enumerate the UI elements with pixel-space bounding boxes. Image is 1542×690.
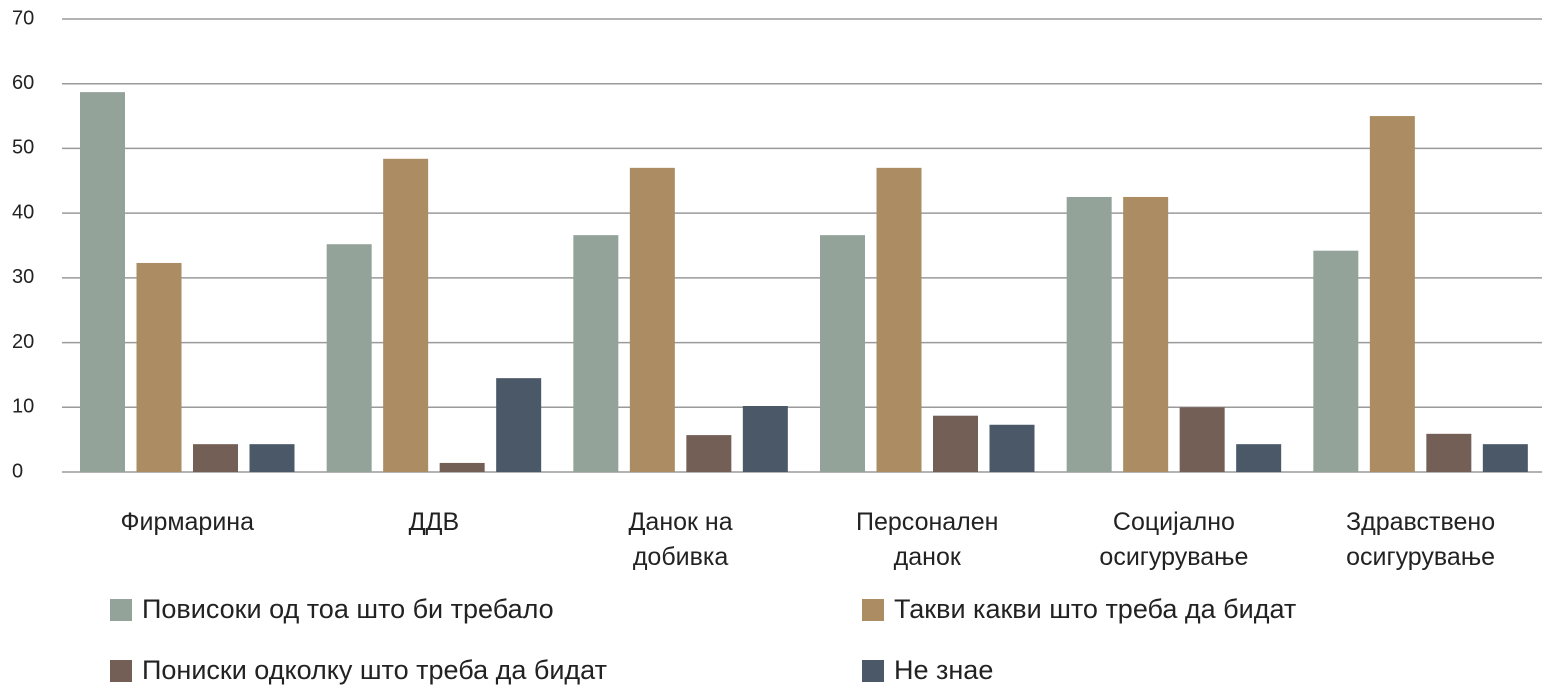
y-tick-label: 20 bbox=[12, 331, 34, 353]
x-tick-label: Фирмарина bbox=[120, 508, 255, 536]
legend-swatch bbox=[862, 598, 884, 621]
legend-label: Пониски одколку што треба да бидат bbox=[142, 655, 607, 685]
bar bbox=[686, 435, 732, 472]
bar bbox=[1369, 116, 1415, 473]
legend-item: Пониски одколку што треба да бидат bbox=[110, 655, 607, 686]
bar bbox=[326, 244, 372, 472]
bar bbox=[1123, 196, 1169, 472]
y-tick-label: 30 bbox=[12, 266, 34, 288]
legend-label: Не знае bbox=[894, 655, 994, 685]
bar bbox=[383, 158, 429, 473]
bar bbox=[496, 378, 542, 472]
bar bbox=[1179, 407, 1225, 472]
bar bbox=[933, 415, 978, 472]
y-tick-label: 70 bbox=[12, 7, 34, 29]
bar bbox=[989, 424, 1035, 472]
y-tick-label: 0 bbox=[12, 460, 23, 482]
bar bbox=[573, 235, 619, 472]
bar bbox=[1426, 433, 1472, 472]
bar bbox=[1482, 444, 1528, 472]
legend-item: Повисоки од тоа што би требало bbox=[110, 594, 554, 625]
bar bbox=[193, 444, 238, 472]
x-tick-label: Данок на добивка bbox=[628, 508, 733, 571]
bar bbox=[1313, 250, 1359, 472]
bar bbox=[820, 235, 865, 472]
y-tick-label: 60 bbox=[12, 72, 34, 94]
bar bbox=[249, 444, 295, 472]
bar bbox=[1236, 444, 1282, 472]
y-tick-label: 50 bbox=[12, 137, 34, 159]
bar bbox=[439, 462, 485, 472]
y-tick-label: 10 bbox=[12, 396, 34, 418]
legend-label: Такви какви што треба да бидат bbox=[894, 594, 1297, 624]
bar bbox=[80, 92, 125, 473]
x-tick-label: ДДВ bbox=[408, 508, 460, 536]
legend-item: Такви какви што треба да бидат bbox=[862, 594, 1296, 625]
bar bbox=[136, 262, 182, 472]
legend-item: Не знае bbox=[862, 655, 993, 686]
bar bbox=[876, 167, 922, 473]
legend-label: Повисоки од тоа што би требало bbox=[142, 594, 554, 624]
x-tick-label: Социјално осигурување bbox=[1099, 508, 1249, 571]
bar bbox=[742, 405, 788, 472]
x-tick-label: Здравствено осигурување bbox=[1346, 508, 1496, 571]
legend-swatch bbox=[110, 659, 132, 682]
legend-swatch bbox=[862, 659, 884, 682]
y-tick-label: 40 bbox=[12, 201, 34, 223]
bar bbox=[629, 167, 675, 473]
legend-swatch bbox=[110, 598, 132, 621]
bar bbox=[1066, 196, 1112, 472]
x-tick-label: Персонален данок bbox=[856, 508, 999, 571]
